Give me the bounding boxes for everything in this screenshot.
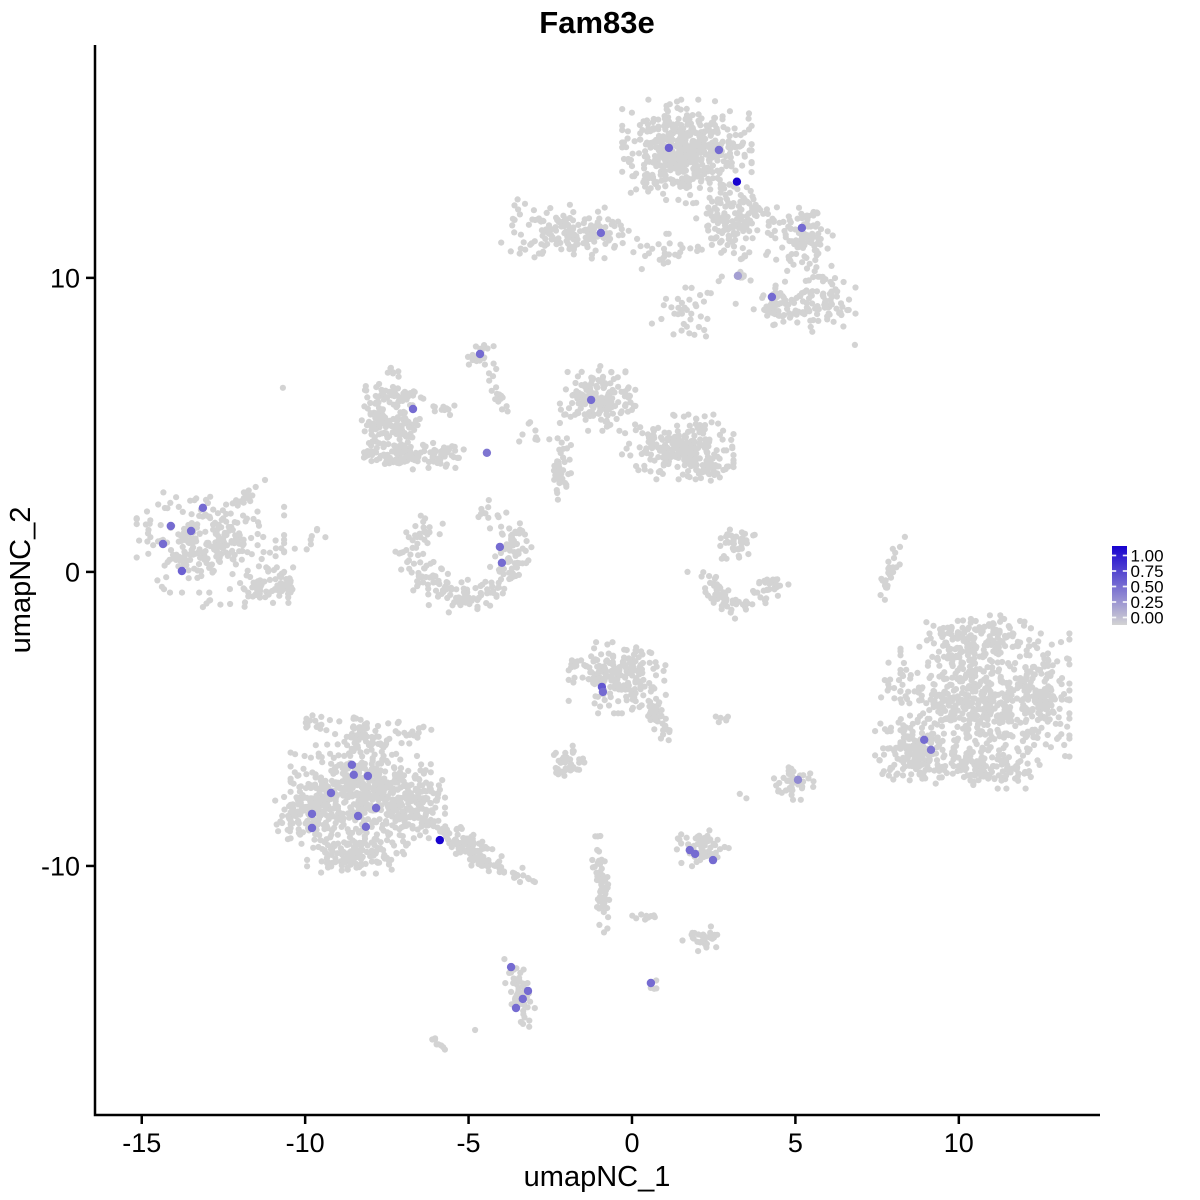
expression-legend: 1.000.750.500.250.00 bbox=[1112, 546, 1164, 628]
expressing-cell-point bbox=[177, 566, 187, 576]
expressing-cell-point bbox=[349, 770, 358, 779]
expressing-cell-point bbox=[361, 822, 371, 831]
expressing-cell-point bbox=[523, 986, 533, 996]
expressing-cell-point bbox=[511, 1003, 521, 1013]
expressing-cell-point bbox=[586, 395, 596, 405]
legend-tick-label: 0.25 bbox=[1131, 593, 1164, 612]
expressing-cell-point bbox=[793, 775, 803, 784]
expressing-cell-point bbox=[435, 835, 444, 845]
plot-title: Fam83e bbox=[539, 5, 654, 40]
expressing-cell-point bbox=[506, 962, 516, 972]
expressing-cell-point bbox=[920, 735, 929, 744]
x-tick-label: -10 bbox=[286, 1128, 325, 1158]
expressing-cell-point bbox=[158, 539, 168, 549]
expressing-cell-point bbox=[497, 558, 507, 567]
expressing-cell-point bbox=[371, 803, 381, 813]
expressing-cell-point bbox=[307, 809, 317, 819]
expressing-cell-point bbox=[198, 503, 208, 512]
expressing-cell-point bbox=[664, 143, 674, 153]
legend-tick-label: 0.00 bbox=[1131, 609, 1164, 628]
legend-tick-label: 0.50 bbox=[1131, 578, 1164, 597]
cell-points bbox=[133, 96, 1073, 1053]
x-axis-title: umapNC_1 bbox=[524, 1161, 671, 1193]
legend-tick-labels: 1.000.750.500.250.00 bbox=[1131, 547, 1164, 628]
y-axis-ticks: 10 0 -10 bbox=[41, 263, 95, 881]
x-tick-label: 10 bbox=[944, 1128, 974, 1158]
expressing-cell-point bbox=[353, 811, 363, 821]
expressing-cell-point bbox=[482, 448, 492, 457]
expressing-cell-point bbox=[598, 687, 608, 697]
expressing-cell-point bbox=[714, 145, 724, 155]
legend-tick-marks bbox=[1112, 554, 1127, 619]
expressing-cell-point bbox=[708, 855, 718, 865]
y-tick-label: -10 bbox=[41, 851, 80, 881]
x-tick-label: 5 bbox=[788, 1128, 803, 1158]
expressing-cell-point bbox=[596, 228, 606, 238]
y-tick-label: 0 bbox=[65, 557, 80, 587]
x-tick-label: 0 bbox=[624, 1128, 639, 1158]
axes bbox=[93, 45, 1100, 1117]
legend-tick-label: 1.00 bbox=[1131, 547, 1164, 566]
expressing-cell-point bbox=[690, 849, 700, 859]
expressing-cell-point bbox=[518, 994, 527, 1004]
y-tick-label: 10 bbox=[50, 263, 80, 293]
legend-gradient-bar bbox=[1112, 546, 1127, 625]
x-tick-label: -5 bbox=[457, 1128, 481, 1158]
expressing-cell-points bbox=[158, 143, 936, 1013]
expressing-cell-point bbox=[166, 521, 175, 531]
expressing-cell-point bbox=[408, 404, 418, 414]
expressing-cell-point bbox=[732, 177, 742, 186]
legend-tick-label: 0.75 bbox=[1131, 562, 1164, 581]
expressing-cell-point bbox=[186, 526, 196, 536]
x-axis-ticks: -15 -10 -5 0 5 10 bbox=[122, 1115, 974, 1158]
expressing-cell-point bbox=[495, 542, 505, 552]
expressing-cell-point bbox=[646, 978, 656, 988]
expressing-cell-point bbox=[475, 349, 485, 359]
y-axis-title: umapNC_2 bbox=[5, 507, 37, 654]
expressing-cell-point bbox=[767, 292, 777, 302]
expressing-cell-point bbox=[363, 771, 373, 781]
expressing-cell-point bbox=[926, 745, 936, 754]
x-tick-label: -15 bbox=[122, 1128, 161, 1158]
expressing-cell-point bbox=[326, 788, 336, 798]
expressing-cell-point bbox=[733, 271, 743, 280]
expressing-cell-point bbox=[797, 223, 807, 233]
expressing-cell-point bbox=[307, 823, 317, 833]
expressing-cell-point bbox=[347, 760, 357, 769]
